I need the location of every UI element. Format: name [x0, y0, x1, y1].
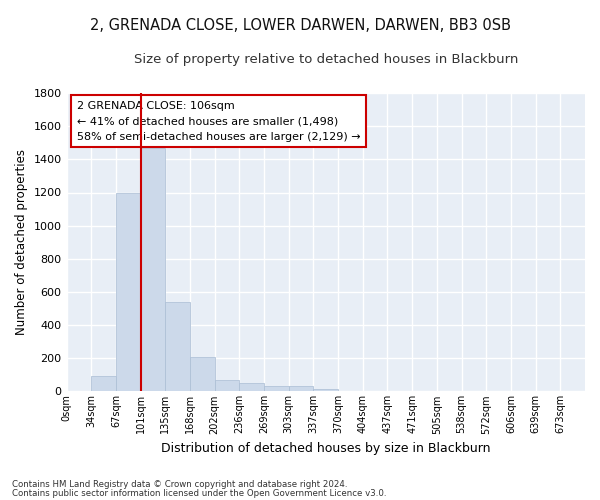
Text: Contains HM Land Registry data © Crown copyright and database right 2024.: Contains HM Land Registry data © Crown c…: [12, 480, 347, 489]
Bar: [264, 386, 289, 392]
X-axis label: Distribution of detached houses by size in Blackburn: Distribution of detached houses by size …: [161, 442, 491, 455]
Y-axis label: Number of detached properties: Number of detached properties: [15, 149, 28, 335]
Bar: [190, 358, 215, 392]
Bar: [91, 376, 116, 392]
Bar: [289, 386, 313, 392]
Bar: [313, 389, 338, 392]
Bar: [215, 380, 239, 392]
Text: Contains public sector information licensed under the Open Government Licence v3: Contains public sector information licen…: [12, 488, 386, 498]
Bar: [116, 192, 140, 392]
Bar: [239, 383, 264, 392]
Title: Size of property relative to detached houses in Blackburn: Size of property relative to detached ho…: [134, 52, 518, 66]
Bar: [165, 302, 190, 392]
Text: 2, GRENADA CLOSE, LOWER DARWEN, DARWEN, BB3 0SB: 2, GRENADA CLOSE, LOWER DARWEN, DARWEN, …: [89, 18, 511, 32]
Bar: [140, 148, 165, 392]
Text: 2 GRENADA CLOSE: 106sqm
← 41% of detached houses are smaller (1,498)
58% of semi: 2 GRENADA CLOSE: 106sqm ← 41% of detache…: [77, 100, 361, 141]
